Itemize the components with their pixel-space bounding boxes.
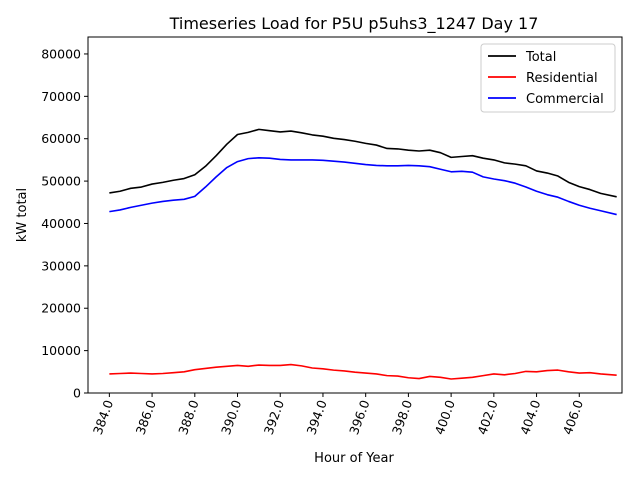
series-line-total <box>109 128 617 198</box>
y-tick-label: 80000 <box>41 46 81 61</box>
x-tick-label: 406.0 <box>560 398 586 437</box>
y-tick-label: 60000 <box>41 131 81 146</box>
y-tick-label: 0 <box>73 386 81 401</box>
y-tick-label: 50000 <box>41 174 81 189</box>
x-tick-label: 394.0 <box>303 398 329 437</box>
series-layer <box>109 128 617 380</box>
x-tick-label: 386.0 <box>133 398 159 437</box>
plot-area <box>87 36 623 394</box>
legend-label-residential: Residential <box>526 71 598 86</box>
series-line-residential <box>109 363 617 380</box>
y-tick-label: 10000 <box>41 343 81 358</box>
y-axis: 0 10000 20000 30000 40000 50000 60000 70000 8000… <box>41 46 88 401</box>
y-tick-label: 40000 <box>41 216 81 231</box>
x-tick-label: 404.0 <box>517 398 543 437</box>
x-tick-label: 392.0 <box>261 398 287 437</box>
y-axis-label: kW total <box>15 188 30 242</box>
y-tick-label: 70000 <box>41 89 81 104</box>
x-tick-label: 400.0 <box>432 398 458 437</box>
chart-title: Timeseries Load for P5U p5uhs3_1247 Day … <box>169 14 539 34</box>
x-tick-label: 390.0 <box>218 398 244 437</box>
legend-label-commercial: Commercial <box>526 92 604 107</box>
x-tick-label: 396.0 <box>346 398 372 437</box>
x-tick-label: 384.0 <box>90 398 116 437</box>
y-tick-label: 30000 <box>41 258 81 273</box>
x-tick-label: 402.0 <box>474 398 500 437</box>
plot-frame <box>87 36 623 394</box>
series-line-commercial <box>109 156 617 216</box>
x-tick-label: 388.0 <box>175 398 201 437</box>
legend: Total Residential Commercial <box>480 43 616 113</box>
y-tick-label: 20000 <box>41 301 81 316</box>
legend-label-total: Total <box>525 50 556 65</box>
x-axis: 384.0 386.0 388.0 390.0 392.0 394.0 396.0 398.0… <box>90 393 586 437</box>
x-axis-label: Hour of Year <box>314 451 394 466</box>
legend-box <box>480 43 616 113</box>
x-tick-label: 398.0 <box>389 398 415 437</box>
